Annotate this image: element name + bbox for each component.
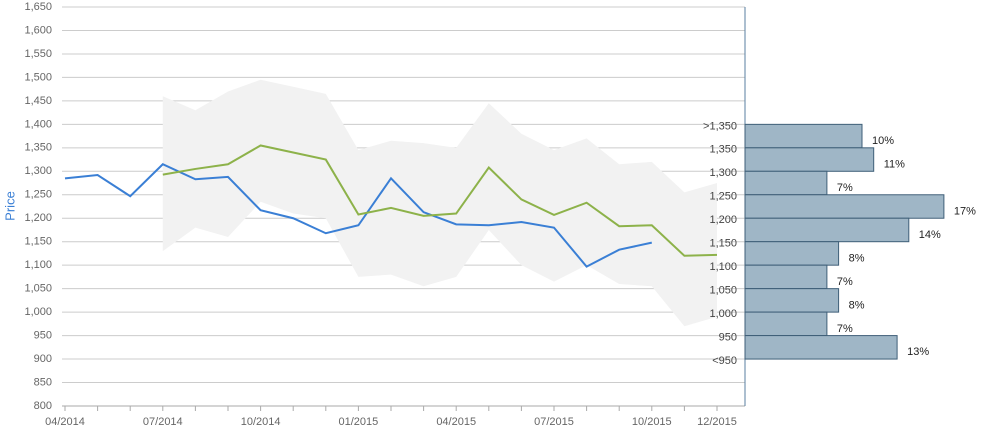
range-label: 1,050 (709, 285, 737, 297)
y-tick-label: 900 (34, 353, 52, 365)
x-tick-label: 04/2015 (436, 416, 476, 428)
probability-bar (744, 170, 828, 196)
y-tick-label: 1,500 (24, 71, 52, 83)
probability-label: 7% (837, 182, 853, 194)
x-tick-label: 10/2015 (632, 416, 672, 428)
y-tick-label: 1,550 (24, 48, 52, 60)
probability-bar (744, 288, 840, 313)
x-tick-label: 07/2014 (143, 416, 183, 428)
y-tick-label: 1,200 (24, 212, 52, 224)
y-tick-label: 1,050 (24, 283, 52, 295)
y-tick-label: 850 (34, 376, 52, 388)
y-tick-label: 800 (34, 400, 52, 412)
probability-label: 11% (884, 158, 905, 170)
probability-bar (744, 241, 840, 266)
probability-label: 8% (849, 299, 865, 311)
probability-bar (744, 311, 828, 337)
probability-label: 17% (954, 205, 976, 217)
x-tick-label: 07/2015 (534, 416, 574, 428)
range-label: >1,350 (703, 120, 737, 132)
y-tick-label: 1,600 (24, 24, 52, 36)
y-tick-label: 1,400 (24, 118, 52, 130)
range-label: 1,250 (709, 191, 737, 203)
probability-label: 13% (907, 346, 929, 358)
x-tick-label: 01/2015 (339, 416, 379, 428)
probability-label: 10% (872, 135, 894, 147)
y-axis-label: Price (2, 191, 17, 221)
y-tick-label: 1,350 (24, 142, 52, 154)
probability-bar (744, 147, 875, 172)
y-tick-label: 1,300 (24, 165, 52, 177)
probability-bar (744, 335, 898, 360)
y-tick-label: 1,450 (24, 95, 52, 107)
range-label: 1,200 (709, 214, 737, 226)
forecast-range (162, 79, 718, 327)
y-tick-label: 950 (34, 329, 52, 341)
range-label: 1,000 (709, 308, 737, 320)
range-label: <950 (712, 355, 737, 367)
x-tick-label: 04/2014 (45, 416, 85, 428)
x-tick-label: 12/2015 (697, 416, 737, 428)
range-label: 1,350 (709, 144, 737, 156)
y-tick-label: 1,250 (24, 189, 52, 201)
probability-label: 8% (849, 252, 865, 264)
y-tick-label: 1,000 (24, 306, 52, 318)
range-label: 1,150 (709, 238, 737, 250)
probability-label: 14% (919, 229, 941, 241)
probability-bar (744, 264, 828, 290)
probability-label: 7% (837, 276, 853, 288)
price-line (64, 163, 653, 268)
y-tick-label: 1,150 (24, 236, 52, 248)
x-tick-label: 10/2014 (241, 416, 281, 428)
range-label: 1,100 (709, 261, 737, 273)
range-label: 1,300 (709, 167, 737, 179)
y-tick-label: 1,100 (24, 259, 52, 271)
probability-bar (744, 194, 945, 219)
probability-bar (744, 217, 910, 243)
y-tick-label: 1,650 (24, 1, 52, 13)
probability-label: 7% (837, 323, 853, 335)
probability-bar (744, 123, 863, 149)
range-label: 950 (719, 331, 737, 343)
price-line (162, 144, 718, 257)
